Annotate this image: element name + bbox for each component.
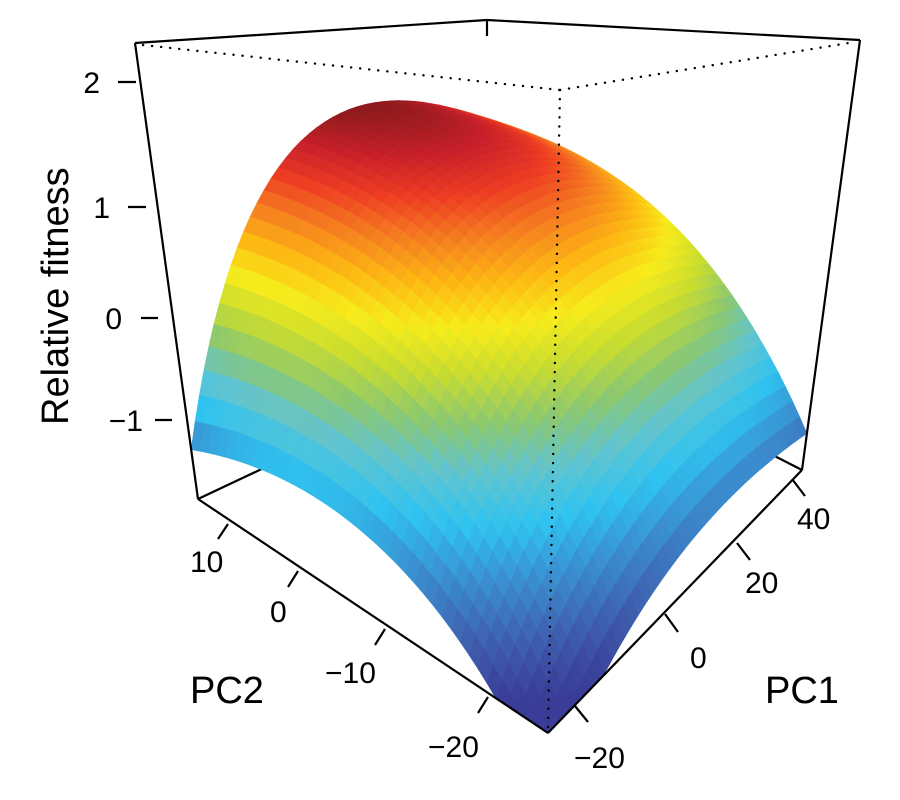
pc2-tick	[374, 628, 386, 646]
axis-labels: 2 1 0 −1 10 0 −10 −20 −20 0 20 40 PC2 PC…	[35, 67, 839, 775]
pc2-tick-label: 0	[270, 596, 287, 629]
pc2-tick	[287, 570, 299, 588]
z-tick-label: −1	[109, 405, 143, 438]
pc1-tick-label: 0	[690, 642, 707, 675]
pc1-tick	[574, 705, 589, 723]
fitness-surface	[190, 100, 808, 734]
z-tick-label: 1	[93, 192, 110, 225]
pc1-tick	[736, 542, 751, 561]
pc1-tick-label: 40	[797, 503, 830, 536]
pc1-tick-label: −20	[574, 742, 625, 775]
box-edge-hidden	[558, 40, 857, 92]
box-front-edges	[133, 18, 862, 734]
z-tick-label: 2	[83, 67, 100, 100]
pc2-axis-title: PC2	[190, 670, 264, 712]
axis-ticks	[118, 80, 806, 723]
pc1-axis-line	[547, 469, 803, 734]
box-edge-right	[800, 39, 862, 471]
pc1-tick-label: 20	[745, 567, 778, 600]
pc2-tick-label: 10	[190, 546, 223, 579]
pc2-tick	[217, 523, 229, 540]
box-edge-top-left	[134, 18, 488, 45]
pc2-tick	[477, 696, 489, 714]
pc2-tick-label: −20	[428, 731, 479, 764]
z-axis-title: Relative fitness	[35, 167, 77, 425]
box-edge-hidden	[141, 43, 562, 92]
z-tick-label: 0	[105, 303, 122, 336]
pc1-tick	[664, 613, 679, 633]
pc1-tick	[791, 478, 806, 497]
pc2-axis-line	[197, 498, 549, 734]
box-edge-top-right	[486, 18, 861, 42]
pc2-tick-label: −10	[325, 657, 376, 690]
box-edge-left	[133, 42, 200, 500]
pc1-axis-title: PC1	[765, 670, 839, 712]
